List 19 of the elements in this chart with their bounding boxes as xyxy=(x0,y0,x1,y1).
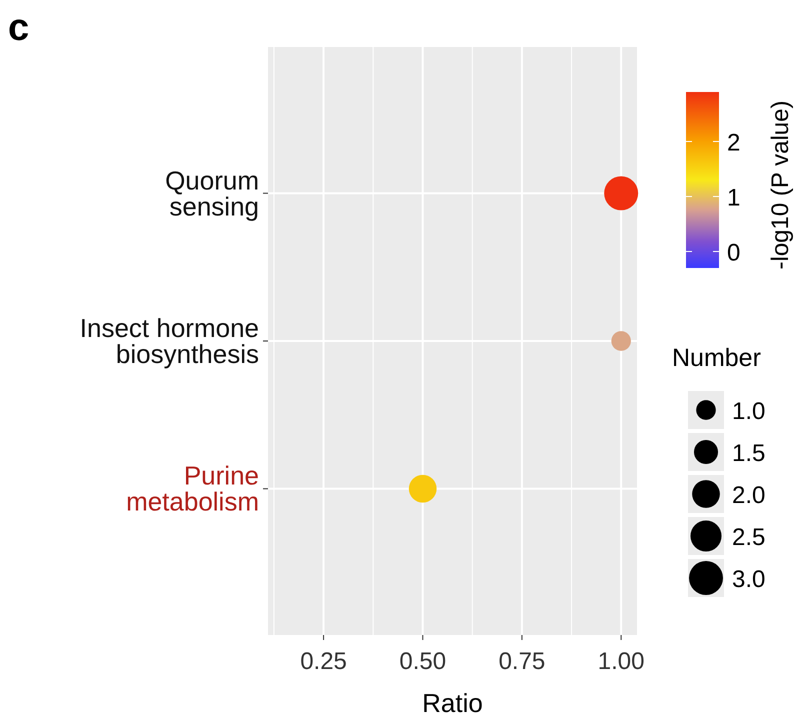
y-tick-label: Purine metabolism xyxy=(126,460,259,517)
color-bar-title: -log10 (P value) xyxy=(767,100,794,270)
chart-title: c xyxy=(8,7,30,49)
x-axis-title: Ratio xyxy=(422,688,483,718)
legend-label: 3.0 xyxy=(732,566,766,593)
x-tick-label: 0.25 xyxy=(300,648,347,675)
y-tick-label: Quorum sensing xyxy=(165,165,259,222)
x-tick-label: 1.00 xyxy=(598,648,644,675)
legend-label: 2.0 xyxy=(732,482,766,509)
color-bar-label: 1 xyxy=(727,184,740,212)
y-tick-label: Insect hormone biosynthesis xyxy=(80,313,259,369)
x-tick-label: 0.50 xyxy=(399,648,446,675)
color-bar-label: 2 xyxy=(727,130,740,156)
legend-title: Number xyxy=(672,344,761,372)
color-bar-label: 0 xyxy=(727,240,740,266)
legend-label: 2.5 xyxy=(732,524,766,551)
legend-label: 1.0 xyxy=(732,398,766,425)
legend-label: 1.5 xyxy=(732,440,766,467)
x-tick-label: 0.75 xyxy=(498,648,546,675)
